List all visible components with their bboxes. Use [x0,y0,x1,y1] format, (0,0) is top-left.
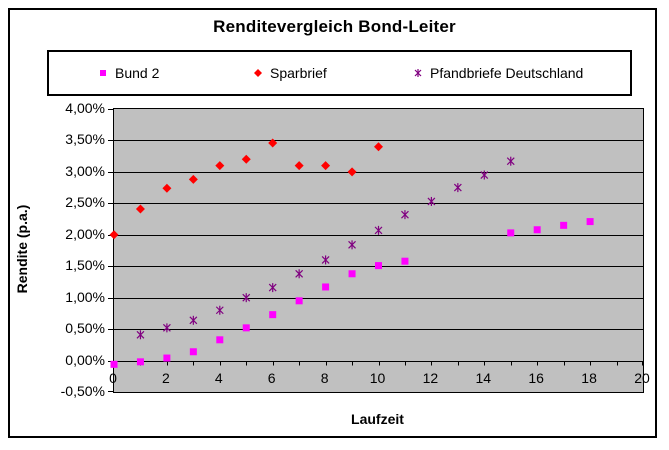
legend-label: Sparbrief [270,65,327,81]
y-tick-label: 0,00% [65,351,105,368]
data-point-pfandbriefe-deutschland [268,283,277,293]
data-point-bund-2 [348,270,356,278]
data-point-sparbrief [162,183,172,193]
data-point-pfandbriefe-deutschland [506,156,515,166]
data-point-pfandbriefe-deutschland [480,170,489,180]
data-point-pfandbriefe-deutschland [215,305,224,315]
data-point-pfandbriefe-deutschland [374,225,383,235]
data-point-bund-2 [163,354,171,362]
data-point-pfandbriefe-deutschland [348,240,356,250]
data-point-sparbrief [374,142,383,152]
y-tick-label: 0,50% [65,320,105,337]
data-point-sparbrief [109,230,119,240]
square-marker-icon [100,70,106,76]
data-point-bund-2 [189,348,197,356]
data-point-sparbrief [188,174,198,184]
legend-label: Bund 2 [115,65,160,81]
x-tick-label: 16 [528,369,544,386]
data-point-pfandbriefe-deutschland [162,323,171,333]
diamond-marker-icon [254,69,262,77]
data-point-bund-2 [533,226,541,234]
plot-canvas [108,109,643,392]
data-point-bund-2 [322,283,330,291]
y-tick-label: 1,00% [65,288,105,305]
legend-label: Pfandbriefe Deutschland [430,65,584,81]
data-point-pfandbriefe-deutschland [453,183,462,193]
legend-item-bund-2: Bund 2 [97,52,159,94]
x-tick-label: 6 [267,369,276,386]
y-tick-label: 2,50% [65,194,105,211]
data-point-pfandbriefe-deutschland [189,315,198,325]
y-tick-label: -0,50% [60,383,105,399]
y-tick-label: 4,00% [65,100,105,116]
y-tick-label: 1,50% [65,257,105,274]
x-tick-label: 2 [161,369,170,386]
data-point-pfandbriefe-deutschland [321,255,330,265]
data-point-sparbrief [268,138,278,148]
legend-item-sparbrief: Sparbrief [252,52,327,94]
data-point-pfandbriefe-deutschland [427,196,436,206]
data-point-pfandbriefe-deutschland [295,269,304,279]
data-point-bund-2 [269,311,277,319]
data-point-sparbrief [215,161,225,171]
data-point-bund-2 [586,218,594,226]
data-point-pfandbriefe-deutschland [401,210,409,220]
data-point-bund-2 [136,358,144,366]
chart-title: Renditevergleich Bond-Leiter [213,17,456,36]
x-tick-label: 0 [109,369,117,386]
plot-area [108,108,644,393]
data-point-bund-2 [375,262,382,270]
x-tick-label: 10 [369,369,386,386]
data-point-bund-2 [560,221,568,229]
data-point-pfandbriefe-deutschland [242,293,251,303]
data-point-bund-2 [110,360,118,368]
data-point-sparbrief [135,204,145,214]
data-point-sparbrief [294,161,304,171]
data-point-sparbrief [241,154,251,164]
x-tick-label: 12 [422,369,439,386]
x-tick-label: 8 [320,369,329,386]
data-point-sparbrief [321,161,331,171]
x-tick-label: 20 [634,369,650,386]
data-point-bund-2 [295,297,303,305]
data-point-pfandbriefe-deutschland [136,330,145,340]
x-tick-label: 14 [475,369,492,386]
y-tick-label: 2,00% [65,225,105,242]
data-point-bund-2 [216,336,224,344]
data-point-bund-2 [242,324,250,332]
x-tick-label: 4 [214,369,223,386]
y-axis-title: Rendite (p.a.) [14,204,30,294]
x-tick-label: 18 [581,369,597,386]
data-point-bund-2 [507,229,515,237]
legend: Bund 2 Sparbrief Pfandbriefe Deutschland [47,50,632,96]
x-axis-title: Laufzeit [351,411,404,427]
data-point-bund-2 [401,257,409,265]
y-tick-label: 3,50% [65,131,105,148]
star-marker-icon [414,69,422,77]
data-point-sparbrief [347,167,357,177]
legend-item-pfandbriefe-deutschland: Pfandbriefe Deutschland [412,52,583,94]
chart-border [8,8,657,438]
y-tick-label: 3,00% [65,162,105,179]
